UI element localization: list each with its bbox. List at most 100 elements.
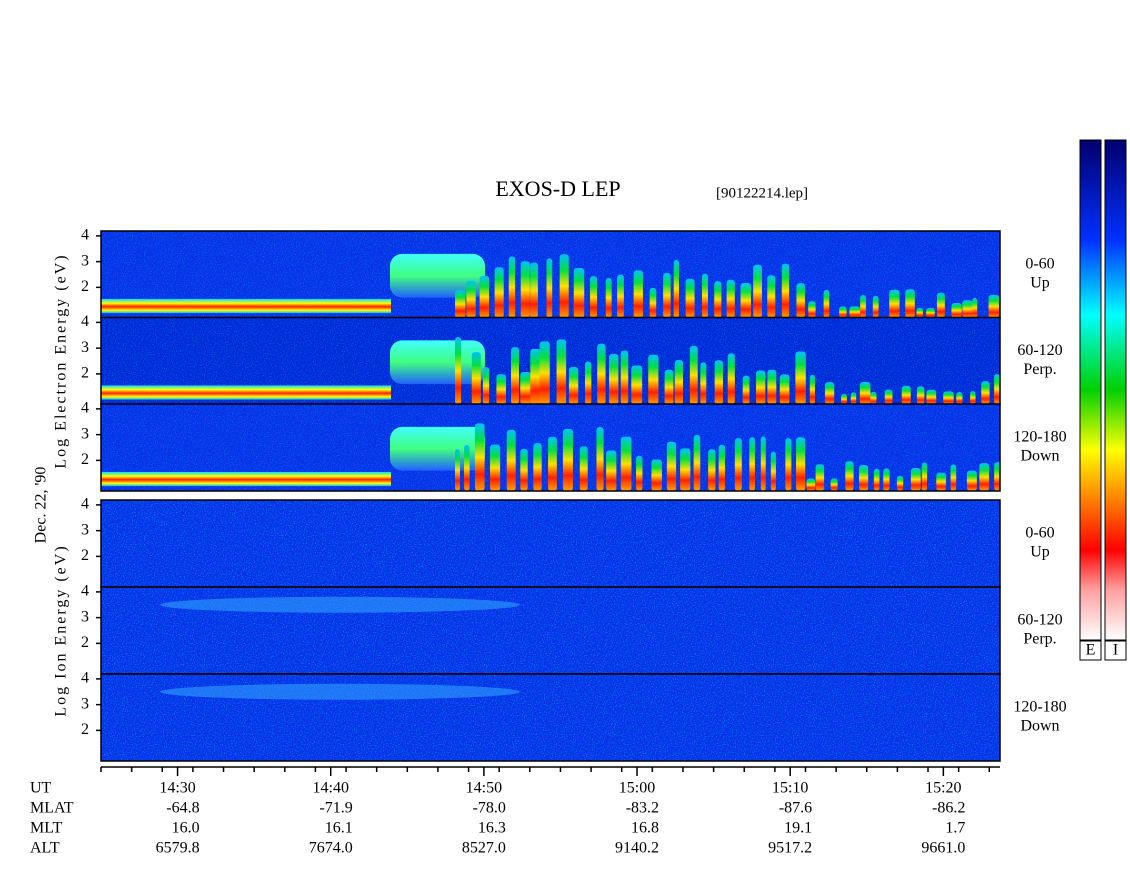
y-tick-label: 3	[81, 608, 89, 625]
burst	[740, 282, 751, 318]
arc	[390, 426, 485, 471]
colorbar-box	[1079, 640, 1102, 661]
low-energy-band	[101, 471, 391, 487]
y-tick-label: 2	[81, 634, 89, 651]
burst	[753, 264, 762, 318]
burst	[726, 279, 735, 318]
burst	[474, 423, 485, 491]
burst	[926, 307, 935, 318]
burst	[533, 443, 542, 491]
burst	[849, 306, 861, 318]
spectrogram	[101, 317, 1000, 405]
burst	[806, 478, 816, 491]
ephemeris-value: 16.8	[631, 820, 659, 837]
burst	[781, 263, 790, 318]
burst	[872, 295, 879, 318]
burst	[830, 478, 838, 491]
burst	[482, 366, 490, 405]
x-tick-label: 15:00	[619, 780, 655, 797]
row-label: MLAT	[30, 800, 74, 817]
panel-direction: Down	[1020, 448, 1059, 465]
burst	[636, 455, 643, 491]
spectrogram	[101, 674, 1000, 761]
burst	[520, 371, 531, 405]
burst	[666, 441, 677, 491]
burst	[506, 429, 516, 491]
burst	[714, 360, 724, 405]
ephemeris-value: 16.0	[172, 820, 200, 837]
burst	[824, 382, 835, 405]
spectrogram	[101, 231, 1000, 318]
ion-arc	[160, 683, 520, 700]
burst	[714, 281, 722, 318]
burst	[734, 438, 742, 491]
y-tick-label: 2	[81, 721, 89, 738]
burst	[466, 280, 476, 318]
burst	[511, 347, 519, 405]
burst	[606, 450, 617, 491]
panel-range: 60-120	[1017, 612, 1062, 629]
burst	[742, 375, 750, 405]
burst	[896, 475, 904, 491]
burst	[530, 348, 541, 405]
burst	[620, 436, 632, 491]
burst	[689, 345, 698, 405]
ephemeris-value: -86.2	[932, 800, 965, 817]
burst	[921, 462, 928, 491]
arc	[390, 340, 485, 385]
low-energy-band	[101, 385, 391, 400]
ephemeris-value: 9661.0	[921, 840, 965, 857]
y-tick-label: 2	[81, 365, 89, 382]
burst	[943, 391, 954, 405]
burst	[556, 339, 567, 405]
noise	[101, 500, 1000, 587]
ion-arc	[160, 596, 520, 613]
ephemeris-value: 9517.2	[768, 840, 812, 857]
date: Dec. 22, '90	[33, 467, 50, 544]
burst	[701, 273, 708, 318]
burst	[767, 369, 777, 405]
ephemeris-value: -71.9	[319, 800, 352, 817]
burst	[663, 272, 671, 318]
file-name: [90122214.lep]	[716, 185, 808, 201]
burst	[981, 381, 990, 405]
x-tick-label: 14:40	[313, 780, 349, 797]
burst	[901, 385, 911, 405]
ephemeris-value: 7674.0	[309, 840, 353, 857]
burst	[479, 275, 490, 318]
ephemeris-value: -87.6	[779, 800, 812, 817]
burst	[471, 352, 481, 405]
ephemeris-value: 1.7	[945, 820, 965, 837]
burst	[841, 393, 847, 405]
y-tick-label: 3	[81, 252, 89, 269]
y-tick-label: 3	[81, 339, 89, 356]
burst	[455, 289, 466, 318]
x-tick-label: 15:20	[925, 780, 961, 797]
burst	[664, 369, 674, 405]
panel-direction: Down	[1020, 718, 1059, 735]
burst	[597, 343, 606, 405]
burst	[905, 289, 915, 318]
burst	[809, 374, 815, 405]
burst	[749, 437, 755, 491]
burst	[988, 294, 1000, 318]
burst	[936, 472, 947, 491]
burst	[496, 374, 507, 405]
burst	[590, 276, 598, 318]
burst	[926, 389, 937, 405]
row-label: MLT	[30, 820, 63, 837]
colorbar-box	[1104, 640, 1127, 661]
burst	[727, 353, 735, 405]
burst	[884, 389, 893, 405]
spectrogram	[101, 500, 1000, 587]
burst	[972, 297, 978, 318]
y-tick-label: 2	[81, 278, 89, 295]
burst	[464, 445, 470, 491]
burst	[648, 354, 659, 405]
burst	[796, 437, 806, 491]
burst	[508, 256, 516, 318]
burst	[620, 350, 629, 405]
burst	[579, 446, 588, 491]
spectrogram	[101, 404, 1000, 491]
